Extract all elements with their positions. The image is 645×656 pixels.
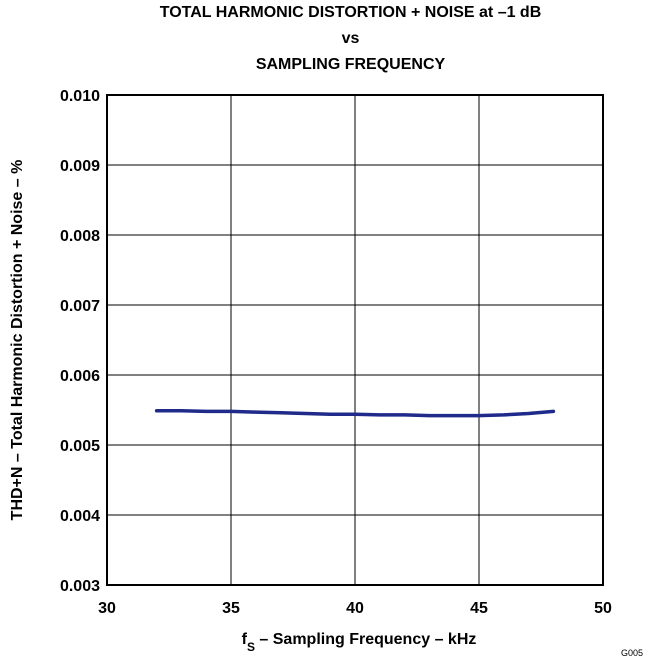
x-tick-label: 30 bbox=[98, 600, 116, 617]
y-tick-label: 0.003 bbox=[60, 578, 100, 595]
y-tick-label: 0.004 bbox=[60, 508, 100, 525]
y-tick-label: 0.006 bbox=[60, 368, 100, 385]
grid-lines bbox=[107, 95, 603, 585]
x-tick-label: 50 bbox=[594, 600, 612, 617]
figure-code: G005 bbox=[621, 648, 643, 656]
y-tick-labels: 0.003 0.004 0.005 0.006 0.007 0.008 0.009 0.010 bbox=[60, 88, 100, 595]
y-tick-label: 0.008 bbox=[60, 228, 100, 245]
x-tick-label: 35 bbox=[222, 600, 240, 617]
y-axis-label: THD+N – Total Harmonic Distortion + Nois… bbox=[9, 160, 26, 521]
y-tick-label: 0.009 bbox=[60, 158, 100, 175]
y-tick-label: 0.007 bbox=[60, 298, 100, 315]
x-tick-label: 45 bbox=[470, 600, 488, 617]
thd-series-line bbox=[154, 408, 556, 418]
y-tick-label: 0.010 bbox=[60, 88, 100, 105]
y-tick-label: 0.005 bbox=[60, 438, 100, 455]
x-axis-label: fS – Sampling Frequency – kHz bbox=[242, 631, 477, 654]
chart-title-line-1: TOTAL HARMONIC DISTORTION + NOISE at –1 … bbox=[159, 4, 542, 21]
chart-title-line-3: SAMPLING FREQUENCY bbox=[255, 56, 446, 73]
plot-frame bbox=[106, 94, 604, 586]
x-tick-labels: 30 35 40 45 50 bbox=[98, 600, 612, 617]
series-layer bbox=[154, 408, 556, 418]
x-tick-label: 40 bbox=[346, 600, 364, 617]
chart-title-line-2: vs bbox=[341, 30, 360, 47]
